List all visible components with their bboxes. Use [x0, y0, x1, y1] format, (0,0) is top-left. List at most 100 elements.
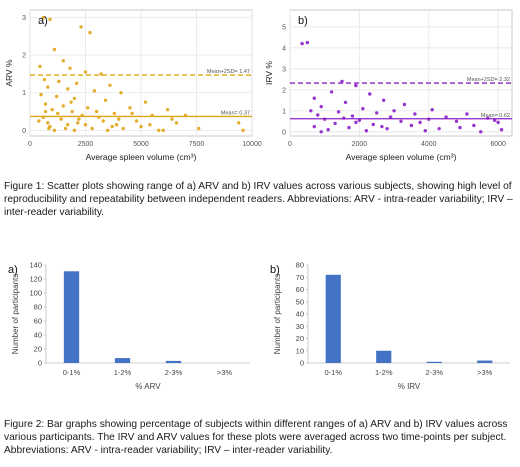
data-point — [46, 85, 50, 89]
data-point — [39, 92, 43, 97]
y-tick-label: 80 — [296, 261, 304, 270]
data-point — [381, 98, 386, 103]
data-point — [364, 129, 369, 133]
y-tick-label: 0 — [22, 128, 26, 135]
scatter-irv-panel: 0 2000 4000 6000 0 1 2 3 4 5 Mean+2SD= 2.32 Mean= 0… — [262, 0, 520, 175]
data-point — [83, 70, 88, 74]
y-tick-label: 5 — [282, 24, 286, 31]
y-tick-label: 50 — [296, 297, 304, 306]
figure1-caption: Figure 1: Scatter plots showing range of… — [4, 181, 513, 219]
y-tick-label: 20 — [296, 334, 304, 343]
data-point — [499, 128, 504, 132]
data-point — [74, 81, 79, 86]
data-point — [157, 128, 161, 133]
x-tick-label: 1-2% — [114, 368, 132, 377]
data-point — [161, 128, 165, 133]
data-point — [54, 94, 59, 99]
bar — [376, 350, 392, 363]
data-point — [61, 59, 65, 63]
y-tick-label: 2 — [22, 53, 26, 60]
x-tick-label: 2-3% — [425, 368, 443, 377]
data-point — [79, 25, 83, 29]
y-tick-label: 60 — [296, 285, 304, 294]
data-point — [130, 111, 134, 116]
data-point — [388, 115, 393, 119]
x-tick-label: >3% — [217, 368, 233, 377]
y-tick-label: 3 — [282, 66, 286, 73]
y-tick-label: 1 — [282, 108, 286, 115]
bar — [426, 361, 442, 363]
data-point — [114, 123, 119, 127]
data-point — [170, 117, 174, 121]
data-point — [309, 109, 313, 113]
data-point — [66, 87, 70, 91]
mean-label: Mean= 0.62 — [481, 113, 510, 119]
data-point — [56, 111, 60, 116]
data-point — [319, 104, 323, 109]
panel-label: a) — [8, 264, 18, 276]
data-point — [76, 121, 80, 125]
data-point — [300, 41, 304, 46]
data-point — [42, 77, 47, 82]
data-point — [333, 121, 337, 126]
y-tick-label: 30 — [296, 322, 304, 331]
data-point — [354, 120, 358, 125]
y-tick-label: 4 — [282, 45, 286, 52]
x-tick-label: >3% — [477, 368, 493, 377]
data-point — [90, 126, 94, 131]
data-point — [347, 125, 351, 130]
bar — [114, 358, 131, 363]
y-tick-label: 0 — [38, 359, 42, 368]
data-point — [47, 126, 51, 131]
data-point — [399, 119, 403, 124]
data-point — [418, 120, 422, 125]
y-tick-label: 0 — [300, 359, 304, 368]
data-point — [368, 92, 372, 96]
data-point — [72, 96, 77, 101]
data-point — [38, 64, 42, 69]
data-point — [454, 119, 459, 124]
panel-label: b) — [298, 15, 308, 27]
x-tick-label: 5000 — [133, 141, 149, 148]
x-axis-title: Average spleen volume (cm³) — [86, 152, 197, 162]
data-point — [86, 106, 90, 110]
data-point — [392, 109, 396, 113]
x-tick-label: 0-1% — [63, 368, 81, 377]
y-tick-label: 140 — [29, 261, 42, 270]
bar — [477, 360, 493, 363]
x-tick-label: 0 — [288, 141, 292, 148]
figure2-caption: Figure 2: Bar graphs showing percentage … — [4, 419, 508, 457]
x-tick-label: 6000 — [490, 141, 506, 148]
bar-irv-panel: 0 10 20 30 40 50 60 70 80 0-1% 1-2% 2-3% >3% b) % IRV N… — [262, 255, 520, 410]
data-point — [108, 83, 112, 87]
y-tick-label: 2 — [282, 87, 286, 94]
data-point — [316, 113, 320, 117]
data-point — [83, 123, 88, 127]
x-tick-label: 10000 — [242, 141, 262, 148]
data-point — [37, 119, 41, 123]
data-point — [50, 107, 54, 112]
x-tick-label: 2-3% — [165, 368, 183, 377]
y-tick-label: 80 — [34, 303, 42, 312]
y-tick-label: 20 — [34, 345, 42, 354]
bar — [165, 360, 182, 363]
data-point — [77, 117, 81, 121]
data-point — [165, 107, 170, 112]
data-point — [402, 102, 407, 107]
x-tick-label: 2500 — [78, 141, 94, 148]
data-point — [143, 100, 148, 104]
bar-arv-panel: 0 20 40 60 80 100 120 140 0-1% 1-2% 2-3% >3% a) % ARV… — [0, 255, 262, 410]
data-point — [343, 100, 348, 105]
y-tick-label: 0 — [282, 129, 286, 136]
data-point — [354, 83, 358, 88]
y-tick-label: 120 — [29, 275, 42, 284]
data-point — [139, 124, 143, 129]
data-point — [413, 112, 417, 116]
data-point — [69, 100, 73, 104]
data-point — [72, 128, 77, 133]
data-point — [92, 89, 97, 93]
y-axis-title: Number of participants — [273, 274, 282, 354]
mean-label: Mean= 0.37 — [221, 110, 250, 116]
x-axis-title: Average spleen volume (cm³) — [346, 152, 457, 162]
y-axis-title: ARV % — [4, 59, 14, 87]
